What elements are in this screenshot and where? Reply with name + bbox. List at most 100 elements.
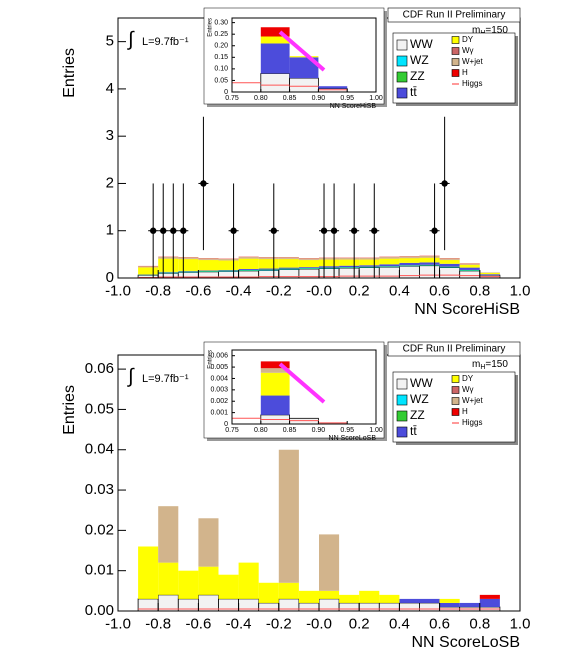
x-tick-label: 0.75 bbox=[225, 427, 239, 434]
lumi-label: L=9.7fb⁻¹ bbox=[142, 36, 189, 48]
bar-segment bbox=[379, 595, 399, 603]
legend-label: ZZ bbox=[410, 69, 425, 83]
bar-segment bbox=[261, 74, 290, 93]
legend-label: DY bbox=[462, 35, 474, 44]
x-tick-label: -0.0 bbox=[306, 282, 332, 299]
x-tick-label: 1.0 bbox=[510, 615, 531, 632]
legend-label: WW bbox=[410, 376, 433, 390]
bar-segment bbox=[399, 266, 419, 278]
legend-swatch bbox=[397, 56, 407, 66]
data-point bbox=[441, 180, 447, 186]
bar-segment bbox=[379, 259, 399, 265]
bar-segment bbox=[158, 563, 178, 595]
bar-segment bbox=[399, 603, 419, 611]
y-tick-label: 0.02 bbox=[85, 521, 114, 538]
legend-swatch bbox=[397, 411, 407, 421]
y-tick-label: 0.30 bbox=[214, 19, 228, 26]
data-point bbox=[431, 228, 437, 234]
y-tick-label: 4 bbox=[106, 80, 114, 97]
header: CDF Run II Preliminary bbox=[403, 344, 506, 355]
x-tick-label: 0.8 bbox=[469, 282, 490, 299]
legend-swatch bbox=[452, 59, 459, 66]
inset-x-title: NN ScoreLoSB bbox=[329, 435, 377, 442]
x-tick-label: 1.00 bbox=[369, 95, 383, 102]
x-tick-label: 0.85 bbox=[283, 95, 297, 102]
x-tick-label: -1.0 bbox=[105, 615, 131, 632]
x-axis-title: NN ScoreLoSB bbox=[412, 634, 521, 651]
bar-segment bbox=[239, 269, 259, 270]
legend-swatch bbox=[397, 72, 407, 82]
bar-segment bbox=[480, 273, 500, 274]
bar-segment bbox=[138, 267, 158, 274]
y-axis-title: Entries bbox=[61, 385, 78, 435]
bar-segment bbox=[440, 260, 460, 264]
bar-segment bbox=[460, 603, 480, 607]
x-tick-label: 0.80 bbox=[254, 95, 268, 102]
bar-segment bbox=[420, 258, 440, 263]
bar-segment bbox=[279, 450, 299, 583]
x-tick-label: 0.8 bbox=[469, 615, 490, 632]
legend-swatch bbox=[397, 379, 407, 389]
bar-segment bbox=[420, 603, 440, 611]
x-tick-label: 0.2 bbox=[349, 282, 370, 299]
bar-segment bbox=[420, 262, 440, 264]
bar-segment bbox=[138, 266, 158, 267]
x-tick-label: 0.6 bbox=[429, 282, 450, 299]
mass-m: m bbox=[472, 359, 480, 370]
legend-label: W+jet bbox=[462, 57, 483, 66]
bar-segment bbox=[420, 266, 440, 278]
bar-segment bbox=[379, 264, 399, 266]
bar-segment bbox=[460, 264, 480, 265]
data-point bbox=[200, 180, 206, 186]
bar-segment bbox=[420, 256, 440, 257]
x-tick-label: -0.2 bbox=[266, 615, 292, 632]
bar-segment bbox=[239, 563, 259, 599]
bar-segment bbox=[339, 603, 359, 611]
bar-segment bbox=[359, 603, 379, 611]
data-point bbox=[271, 228, 277, 234]
legend-swatch bbox=[452, 48, 459, 55]
legend-label: tt̄ bbox=[410, 85, 417, 99]
bar-segment bbox=[299, 258, 319, 259]
legend-label: DY bbox=[462, 374, 474, 383]
y-tick-label: 0.05 bbox=[85, 400, 114, 417]
bar-segment bbox=[399, 256, 419, 257]
bar-segment bbox=[299, 267, 319, 268]
x-tick-label: 1.00 bbox=[369, 427, 383, 434]
x-tick-label: -0.6 bbox=[185, 282, 211, 299]
x-tick-label: 0.4 bbox=[389, 615, 410, 632]
bar-segment bbox=[318, 86, 347, 88]
y-tick-label: 0.004 bbox=[210, 375, 228, 382]
lumi-label: L=9.7fb⁻¹ bbox=[142, 373, 189, 385]
bar-segment bbox=[239, 259, 259, 269]
y-tick-label: 2 bbox=[106, 174, 114, 191]
y-tick-label: 0.01 bbox=[85, 562, 114, 579]
bar-segment bbox=[259, 257, 279, 258]
x-tick-label: 1.0 bbox=[510, 282, 531, 299]
bar-segment bbox=[480, 274, 500, 275]
y-tick-label: 0.002 bbox=[210, 398, 228, 405]
x-tick-label: -0.2 bbox=[266, 282, 292, 299]
bar-segment bbox=[158, 257, 178, 258]
bar-segment bbox=[259, 259, 279, 268]
bar-segment bbox=[440, 264, 460, 267]
legend-swatch bbox=[397, 427, 407, 437]
legend-swatch bbox=[397, 395, 407, 405]
legend-label: H bbox=[462, 407, 468, 416]
bar-segment bbox=[261, 373, 290, 396]
mass-label: mH=150 bbox=[472, 359, 508, 371]
y-tick-label: 0.05 bbox=[214, 77, 228, 84]
bar-segment bbox=[279, 583, 299, 599]
bar-segment bbox=[480, 595, 500, 599]
bar-segment bbox=[219, 259, 239, 260]
legend-swatch bbox=[452, 37, 459, 44]
bar-segment bbox=[261, 43, 290, 73]
bar-segment bbox=[339, 258, 359, 259]
bar-segment bbox=[299, 260, 319, 267]
bar-segment bbox=[318, 89, 347, 92]
bar-segment bbox=[219, 261, 239, 270]
